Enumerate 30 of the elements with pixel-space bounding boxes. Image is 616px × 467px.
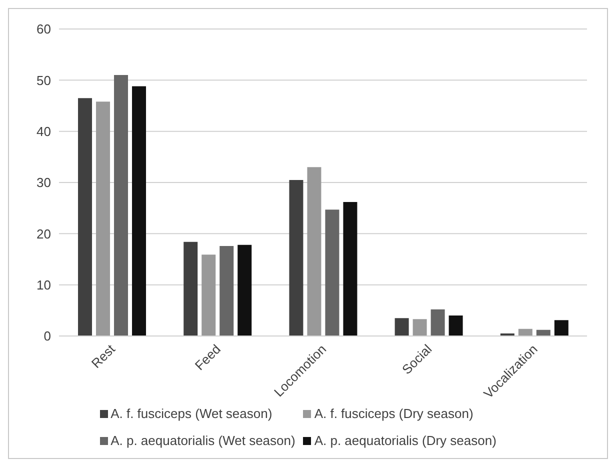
bar <box>184 242 198 336</box>
y-tick-label: 60 <box>36 22 51 37</box>
y-tick-label: 30 <box>36 175 51 190</box>
bar <box>536 330 550 336</box>
bar <box>238 244 252 336</box>
bar <box>518 328 532 336</box>
legend-label: A. f. fusciceps (Dry season) <box>314 406 474 421</box>
y-tick-label: 10 <box>36 277 51 292</box>
y-tick-label: 40 <box>36 124 51 139</box>
bar <box>96 102 110 336</box>
bar <box>114 75 128 336</box>
bar <box>325 210 340 336</box>
bar <box>554 320 568 336</box>
bar <box>289 180 304 336</box>
legend-label: A. f. fusciceps (Wet season) <box>110 406 272 421</box>
bar <box>78 98 92 336</box>
y-tick-label: 0 <box>44 328 51 344</box>
bar <box>132 86 146 336</box>
bar <box>448 316 463 336</box>
bar <box>220 246 234 336</box>
bar <box>307 167 322 336</box>
bar <box>202 254 216 336</box>
bar <box>343 202 358 336</box>
legend-label: A. p. aequatorialis (Dry season) <box>314 433 496 448</box>
bar <box>412 319 427 336</box>
legend-label: A. p. aequatorialis (Wet season) <box>110 433 296 448</box>
y-tick-label: 50 <box>36 72 51 88</box>
bar <box>430 309 445 336</box>
y-tick-label: 20 <box>36 226 51 242</box>
bar <box>394 318 409 336</box>
